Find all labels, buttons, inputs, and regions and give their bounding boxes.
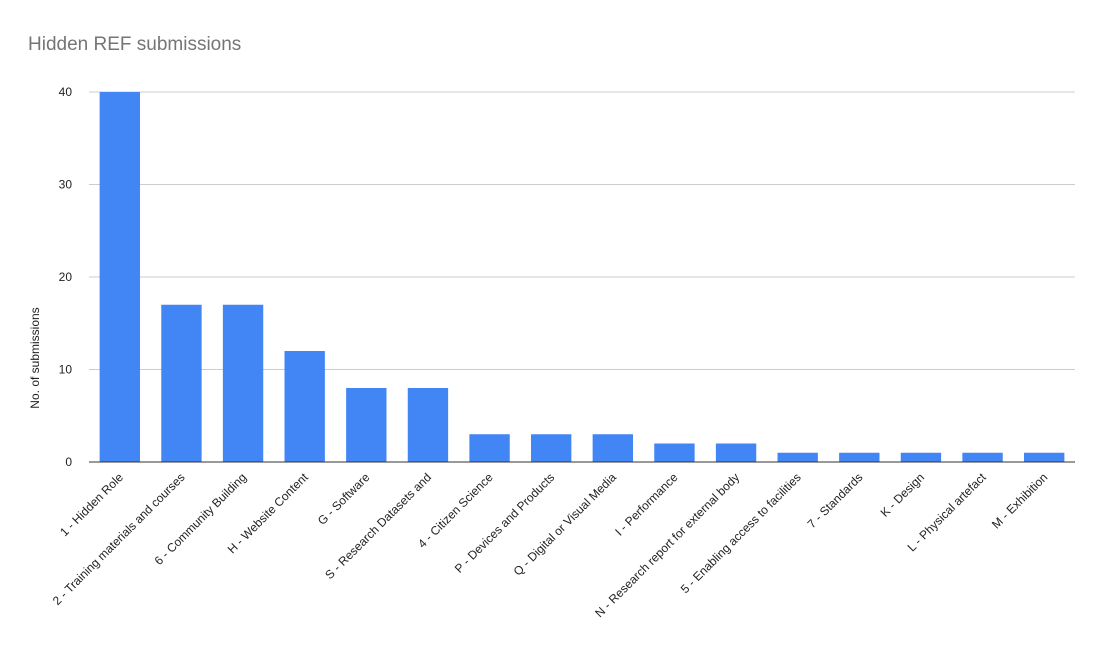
bar: [839, 452, 880, 462]
bar: [900, 452, 942, 462]
bar: [284, 351, 325, 462]
x-tick-label: K - Design: [878, 470, 928, 520]
y-tick-label: 20: [59, 270, 73, 284]
bar: [654, 443, 695, 462]
bar: [161, 304, 202, 462]
y-tick-label: 0: [65, 455, 72, 469]
x-tick-label: G - Software: [315, 470, 373, 528]
bar: [407, 388, 449, 462]
bar: [531, 434, 572, 462]
x-tick-label: S - Research Datasets and: [322, 470, 434, 582]
bar: [99, 92, 140, 462]
y-axis-ticks: 0 10 20 30 40: [59, 85, 73, 469]
x-tick-label: 5 - Enabling access to facilities: [678, 470, 804, 596]
y-tick-label: 30: [59, 178, 73, 192]
bar: [962, 452, 1003, 462]
x-tick-label: Q - Digital or Visual Media: [511, 470, 620, 579]
x-tick-label: 2 - Training materials and courses: [50, 470, 188, 608]
chart-title: Hidden REF submissions: [28, 34, 242, 55]
y-tick-label: 10: [59, 363, 73, 377]
bar: [1024, 452, 1065, 462]
x-tick-label: P - Devices and Products: [452, 470, 557, 575]
bars: [99, 92, 1065, 462]
bar: [777, 452, 818, 462]
bar: [346, 388, 387, 462]
x-tick-label: M - Exhibition: [989, 470, 1050, 531]
x-tick-label: 7 - Standards: [805, 470, 866, 531]
y-tick-label: 40: [59, 85, 73, 99]
bar: [222, 304, 264, 462]
bar: [469, 434, 510, 462]
x-tick-label: I - Performance: [612, 470, 681, 539]
y-axis-label: No. of submissions: [28, 307, 42, 408]
bar: [715, 443, 757, 462]
bar: [592, 434, 633, 462]
x-tick-label: 1 - Hidden Role: [57, 470, 126, 539]
